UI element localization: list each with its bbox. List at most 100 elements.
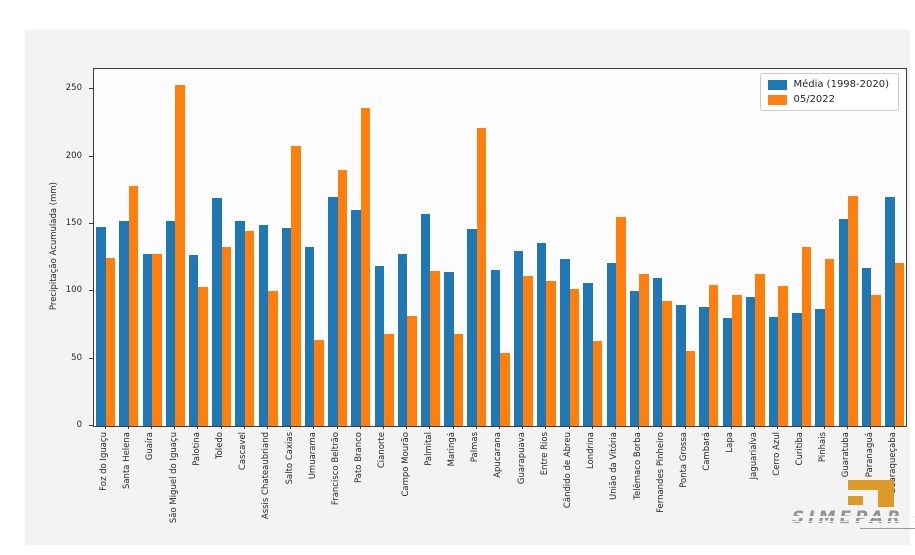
bar-media <box>397 254 408 426</box>
bar-media <box>583 283 593 426</box>
x-tick-label: Cianorte <box>377 432 388 469</box>
x-tick-mark <box>777 426 779 429</box>
x-category-cell: Santa Helena <box>116 426 139 546</box>
x-tick-label: Assis Chateaubriand <box>261 432 272 520</box>
bar-media <box>885 197 895 426</box>
x-tick-label: Cambará <box>702 432 713 471</box>
x-tick-mark <box>429 426 431 429</box>
y-tick-mark <box>89 425 93 426</box>
bar-052022 <box>407 316 417 426</box>
x-category-cell: Paranaguá <box>859 426 882 546</box>
bar-media <box>119 221 129 426</box>
x-tick-mark <box>499 426 501 429</box>
y-tick-label: 0 <box>76 420 82 430</box>
x-category-cell: Cerro Azul <box>766 426 789 546</box>
bar-media <box>281 228 292 426</box>
y-tick-label: 100 <box>65 285 82 296</box>
bar-media <box>444 272 454 426</box>
bar-052022 <box>755 274 765 426</box>
x-tick-mark <box>684 426 686 429</box>
chart-figure: Precipitação Acumulada (mm) 0 50 100 150 200… <box>25 30 915 546</box>
bar-052022 <box>453 334 464 426</box>
x-tick-label: Curitiba <box>795 432 806 466</box>
bar-media <box>467 229 477 426</box>
x-tick-mark <box>406 426 408 429</box>
bar-media <box>792 313 802 426</box>
x-tick-mark <box>220 426 222 429</box>
x-tick-mark <box>522 426 524 429</box>
y-tick-mark <box>89 155 93 157</box>
x-tick-label: Cândido de Abreu <box>562 432 573 509</box>
bar-group <box>187 69 210 426</box>
bar-group <box>837 69 860 426</box>
bar-052022 <box>546 281 556 426</box>
bar-052022 <box>778 286 788 426</box>
bar-052022 <box>569 289 580 426</box>
x-tick-label: Telêmaco Borba <box>632 432 643 500</box>
bar-media <box>328 197 338 426</box>
y-tick-label: 200 <box>65 150 82 161</box>
bar-group <box>860 69 883 426</box>
bar-group <box>628 69 651 426</box>
bar-052022 <box>198 287 208 426</box>
x-tick-label: Entre Rios <box>539 432 550 476</box>
x-tick-mark <box>893 426 895 429</box>
bar-052022 <box>314 340 324 426</box>
bar-group <box>651 69 674 426</box>
x-tick-mark <box>847 426 849 429</box>
bar-group <box>744 69 767 426</box>
x-category-cell: Umuarama <box>302 426 325 546</box>
legend-label-media: Média (1998-2020) <box>793 79 889 90</box>
x-category-cell: Maringá <box>441 426 464 546</box>
bar-group <box>790 69 813 426</box>
x-tick-label: Cerro Azul <box>771 432 782 476</box>
bar-052022 <box>500 353 510 426</box>
x-tick-label: Toledo <box>214 432 225 460</box>
x-category-cell: União da Vitória <box>603 426 626 546</box>
bar-group <box>674 69 697 426</box>
x-tick-mark <box>591 426 593 429</box>
x-tick-label: Santa Helena <box>122 432 133 490</box>
x-tick-mark <box>290 426 292 429</box>
bar-052022 <box>476 128 487 426</box>
bar-media <box>699 307 709 426</box>
bar-group <box>697 69 720 426</box>
bar-group <box>372 69 395 426</box>
x-category-cell: Guaratuba <box>836 426 859 546</box>
x-category-cell: Campo Mourão <box>395 426 418 546</box>
bar-052022 <box>685 351 696 426</box>
bar-052022 <box>616 217 626 426</box>
bar-group <box>558 69 581 426</box>
bar-media <box>768 317 779 426</box>
bar-group <box>813 69 836 426</box>
x-tick-label: Campo Mourão <box>400 432 411 497</box>
bar-media <box>606 263 617 426</box>
bar-media <box>560 259 570 426</box>
x-tick-label: Foz do Iguaçu <box>98 432 109 491</box>
x-tick-label: Pinhais <box>818 432 829 463</box>
x-tick-mark <box>151 426 152 429</box>
bar-group <box>140 69 163 426</box>
bar-052022 <box>360 108 371 426</box>
y-axis: 0 50 100 150 200 250 <box>25 68 93 430</box>
x-tick-label: Salto Caxias <box>284 432 295 485</box>
bar-group <box>604 69 627 426</box>
bar-group <box>488 69 511 426</box>
x-category-cell: Cândido de Abreu <box>557 426 580 546</box>
x-tick-mark <box>754 426 756 429</box>
bar-052022 <box>871 295 881 426</box>
x-tick-label: Apucarana <box>493 432 504 478</box>
x-tick-label: Maringá <box>446 432 457 467</box>
x-category-cell: Assis Chateaubriand <box>255 426 278 546</box>
x-category-cell: Toledo <box>209 426 232 546</box>
x-category-cell: Palmas <box>464 426 487 546</box>
x-tick-mark <box>475 426 477 429</box>
bar-052022 <box>708 285 719 426</box>
bar-media <box>629 291 640 426</box>
x-tick-label: Francisco Beltrão <box>330 432 341 506</box>
bar-052022 <box>662 301 672 426</box>
bar-media <box>304 247 315 426</box>
bar-052022 <box>592 341 603 426</box>
x-tick-label: Guaíra <box>145 432 156 461</box>
x-tick-label: Guarapuava <box>516 432 527 485</box>
